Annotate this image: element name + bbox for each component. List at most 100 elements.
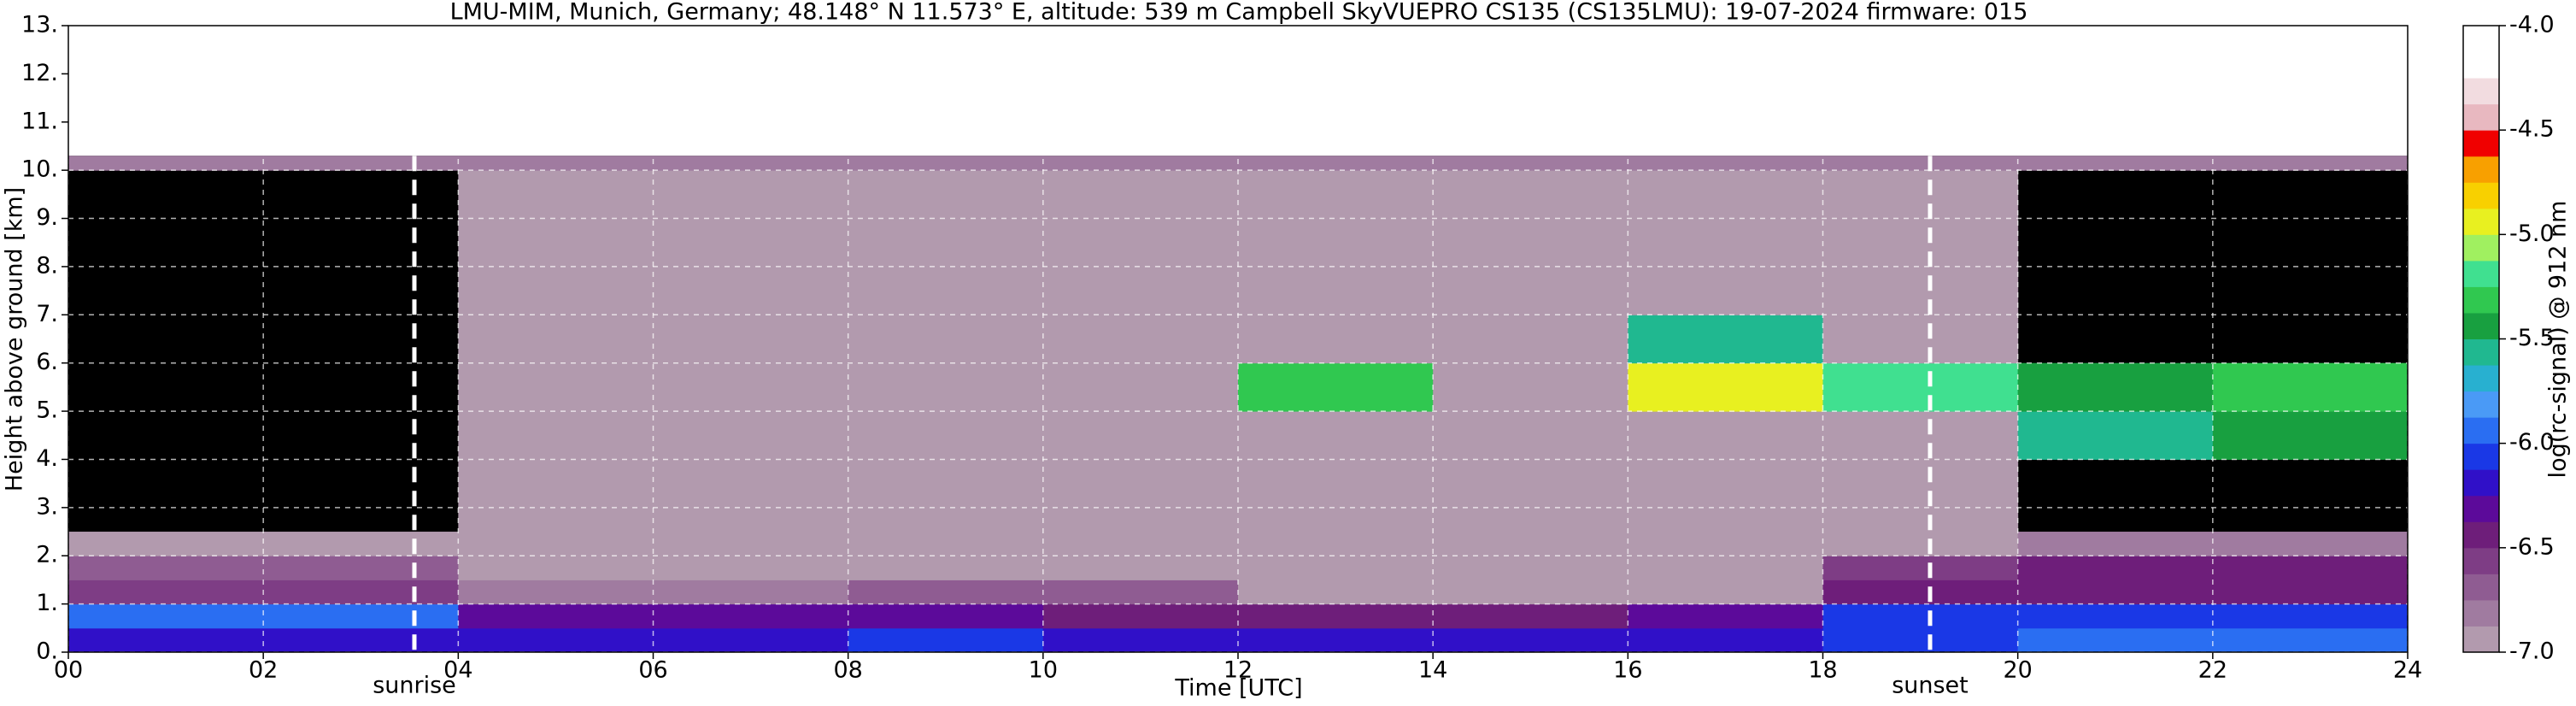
y-tick-label: 8. xyxy=(36,252,58,279)
heatmap-cell xyxy=(848,580,1044,605)
heatmap-cell xyxy=(1238,556,1434,580)
heatmap-cell xyxy=(848,315,1044,364)
heatmap-cell xyxy=(1042,266,1239,315)
colorbar-swatch xyxy=(2463,443,2499,470)
heatmap-cell xyxy=(848,556,1044,580)
heatmap-cell xyxy=(653,170,849,220)
heatmap-cell xyxy=(458,532,654,556)
heatmap-cell xyxy=(1433,411,1628,460)
heatmap-cell xyxy=(2212,156,2409,171)
x-axis-label: Time [UTC] xyxy=(1174,675,1302,702)
heatmap-cell xyxy=(1042,556,1239,580)
heatmap-cell xyxy=(1042,411,1239,460)
heatmap-cell xyxy=(2017,580,2214,605)
heatmap-cell xyxy=(1433,507,1628,532)
heatmap-cell xyxy=(848,627,1044,653)
heatmap-cell xyxy=(1238,362,1434,412)
colorbar-swatch xyxy=(2463,417,2499,444)
heatmap-cell xyxy=(1042,218,1239,268)
heatmap-cell xyxy=(1238,627,1434,653)
heatmap-cell xyxy=(2017,627,2214,653)
heatmap-cell xyxy=(1042,627,1239,653)
heatmap-cell xyxy=(2212,627,2409,653)
colorbar-swatch xyxy=(2463,521,2499,549)
x-tick-label: 08 xyxy=(833,657,862,684)
colorbar-swatch xyxy=(2463,599,2499,627)
heatmap-cell xyxy=(1822,218,2019,268)
heatmap-cell xyxy=(1628,556,1823,580)
heatmap-cell xyxy=(2212,603,2409,629)
y-tick-label: 1. xyxy=(36,590,58,616)
heatmap-cell xyxy=(263,627,459,653)
heatmap-cell xyxy=(1628,315,1823,364)
heatmap-cell xyxy=(1238,532,1434,556)
heatmap-cell xyxy=(1628,603,1823,629)
heatmap-cell xyxy=(458,411,654,460)
heatmap-cell xyxy=(458,362,654,412)
heatmap-cell xyxy=(1433,556,1628,580)
annotation-label: sunrise xyxy=(373,673,456,699)
heatmap-cell xyxy=(2017,362,2214,412)
heatmap-cell xyxy=(1822,315,2019,364)
y-tick-label: 4. xyxy=(36,445,58,472)
heatmap-cell xyxy=(458,315,654,364)
heatmap-cell xyxy=(848,156,1044,171)
colorbar-tick-label: -5.0 xyxy=(2509,221,2555,247)
x-tick-label: 04 xyxy=(443,657,472,684)
colorbar-tick-label: -6.5 xyxy=(2509,533,2555,560)
heatmap-cell xyxy=(2212,556,2409,580)
heatmap-cell xyxy=(1433,170,1628,220)
x-tick-label: 00 xyxy=(54,657,83,684)
heatmap-cell xyxy=(1628,507,1823,532)
heatmap-cell xyxy=(653,156,849,171)
heatmap-cell xyxy=(1628,411,1823,460)
heatmap-cell xyxy=(68,603,264,629)
heatmap-cell xyxy=(848,411,1044,460)
heatmap-cell xyxy=(653,507,849,532)
heatmap-cell xyxy=(653,266,849,315)
heatmap-cell xyxy=(1238,603,1434,629)
heatmap-cell xyxy=(1822,580,2019,605)
heatmap-cell xyxy=(1822,170,2019,220)
heatmap-cell xyxy=(2017,556,2214,580)
y-tick-label: 9. xyxy=(36,204,58,231)
heatmap-cell xyxy=(1628,580,1823,605)
heatmap-cell xyxy=(458,459,654,509)
heatmap-cell xyxy=(1628,156,1823,171)
colorbar-swatch xyxy=(2463,469,2499,497)
heatmap-cell xyxy=(2212,580,2409,605)
heatmap-cell xyxy=(458,507,654,532)
heatmap-cell xyxy=(1042,170,1239,220)
heatmap-cell xyxy=(1042,603,1239,629)
heatmap-cell xyxy=(68,580,264,605)
x-tick-label: 24 xyxy=(2393,657,2422,684)
heatmap-cell xyxy=(1628,362,1823,412)
heatmap-cell xyxy=(458,156,654,171)
x-tick-label: 18 xyxy=(1808,657,1837,684)
heatmap-cell xyxy=(1822,459,2019,509)
y-tick-label: 7. xyxy=(36,301,58,327)
heatmap-cell xyxy=(653,411,849,460)
x-tick-label: 12 xyxy=(1223,657,1253,684)
heatmap-cell xyxy=(1822,266,2019,315)
y-tick-label: 6. xyxy=(36,349,58,375)
heatmap-cell xyxy=(68,156,264,171)
x-tick-label: 02 xyxy=(249,657,278,684)
colorbar-swatch xyxy=(2463,574,2499,601)
heatmap-cell xyxy=(1433,362,1628,412)
annotation-label: sunset xyxy=(1892,673,1969,699)
colorbar-swatch xyxy=(2463,130,2499,157)
colorbar-swatch xyxy=(2463,234,2499,262)
heatmap-cell xyxy=(1433,315,1628,364)
y-tick-label: 11. xyxy=(21,108,58,134)
heatmap-cell xyxy=(1433,627,1628,653)
heatmap-cell xyxy=(1822,556,2019,580)
heatmap-cell xyxy=(1822,532,2019,556)
heatmap-cell xyxy=(458,627,654,653)
colorbar-swatch xyxy=(2463,286,2499,314)
colorbar-tick-label: -6.0 xyxy=(2509,429,2555,456)
heatmap-cell xyxy=(653,532,849,556)
heatmap-cell xyxy=(458,580,654,605)
heatmap-cell xyxy=(458,170,654,220)
